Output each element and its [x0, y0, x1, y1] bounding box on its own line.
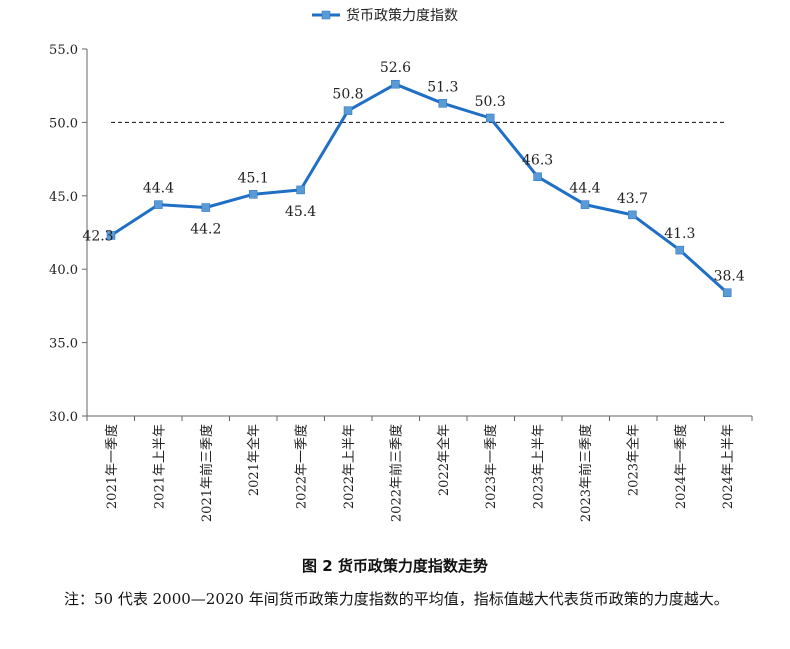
figure-note: 注：50 代表 2000—2020 年间货币政策力度指数的平均值，指标值越大代表…: [64, 590, 729, 608]
data-point-marker: [438, 99, 448, 108]
y-tick-label: 40.0: [49, 263, 78, 278]
x-tick-label: 2021年前三季度: [199, 424, 215, 522]
data-point-marker: [343, 106, 353, 115]
data-point-marker: [722, 288, 732, 297]
data-label: 43.7: [617, 191, 648, 207]
data-label: 45.4: [285, 204, 316, 220]
y-tick-label: 35.0: [49, 337, 78, 352]
legend-label: 货币政策力度指数: [346, 7, 458, 24]
y-tick-label: 45.0: [49, 190, 78, 205]
x-tick-label: 2022年前三季度: [388, 424, 404, 522]
x-tick-label: 2022年全年: [436, 424, 452, 496]
data-point-marker: [154, 200, 163, 209]
legend-marker-swatch: [321, 10, 331, 20]
data-point-marker: [628, 210, 637, 220]
y-tick-label: 55.0: [49, 43, 78, 58]
data-point-marker: [248, 190, 258, 199]
x-tick-label: 2021年全年: [246, 424, 262, 496]
y-tick-label: 50.0: [49, 116, 78, 131]
data-label: 44.4: [143, 181, 174, 197]
x-tick-label: 2023年全年: [625, 424, 641, 496]
data-point-marker: [675, 245, 685, 255]
series-line-group: [106, 79, 732, 297]
legend: 货币政策力度指数: [312, 7, 458, 24]
data-label: 38.4: [714, 269, 745, 285]
data-label: 50.3: [475, 94, 506, 110]
data-point-marker: [391, 79, 400, 89]
axes: 30.0 35.0 40.0 45.0 50.0 55.0 2021年一季度 2021年上半年…: [49, 43, 753, 522]
x-tick-label: 2022年上半年: [342, 424, 357, 509]
series-line: [110, 82, 729, 294]
line-chart: 货币政策力度指数 30.0 35.0 40.0 45.0 50.0 55.0 2021年一季…: [49, 7, 753, 522]
data-label: 51.3: [427, 79, 458, 95]
data-point-marker: [201, 203, 211, 212]
data-label: 44.4: [569, 181, 600, 197]
x-tick-label: 2023年前三季度: [578, 424, 594, 522]
data-point-marker: [533, 172, 542, 181]
x-tick-label: 2022年一季度: [294, 424, 310, 509]
x-tick-label: 2024年一季度: [673, 424, 689, 509]
x-tick-label: 2021年一季度: [104, 424, 120, 509]
data-point-marker: [296, 185, 305, 195]
data-point-marker: [485, 113, 495, 123]
data-label: 52.6: [380, 60, 411, 76]
data-label: 44.2: [190, 222, 221, 238]
data-point-marker: [106, 231, 116, 240]
data-label-group: 42.3 44.4 44.2 45.1 45.4 50.8 52.6 51.3 50.3 46.3…: [82, 60, 744, 284]
x-tick-label: 2023年上半年: [532, 424, 547, 509]
data-label: 45.1: [238, 170, 269, 186]
data-label: 46.3: [522, 153, 553, 169]
y-tick-label: 30.0: [49, 410, 78, 425]
data-point-marker: [580, 200, 590, 209]
data-label: 41.3: [664, 226, 695, 242]
data-label: 42.3: [82, 228, 113, 244]
figure-caption: 图 2 货币政策力度指数走势: [302, 557, 488, 575]
x-tick-label: 2024年上半年: [721, 424, 736, 509]
x-tick-label: 2021年上半年: [152, 424, 167, 509]
x-tick-label: 2023年一季度: [483, 424, 499, 509]
data-label: 50.8: [332, 87, 363, 103]
